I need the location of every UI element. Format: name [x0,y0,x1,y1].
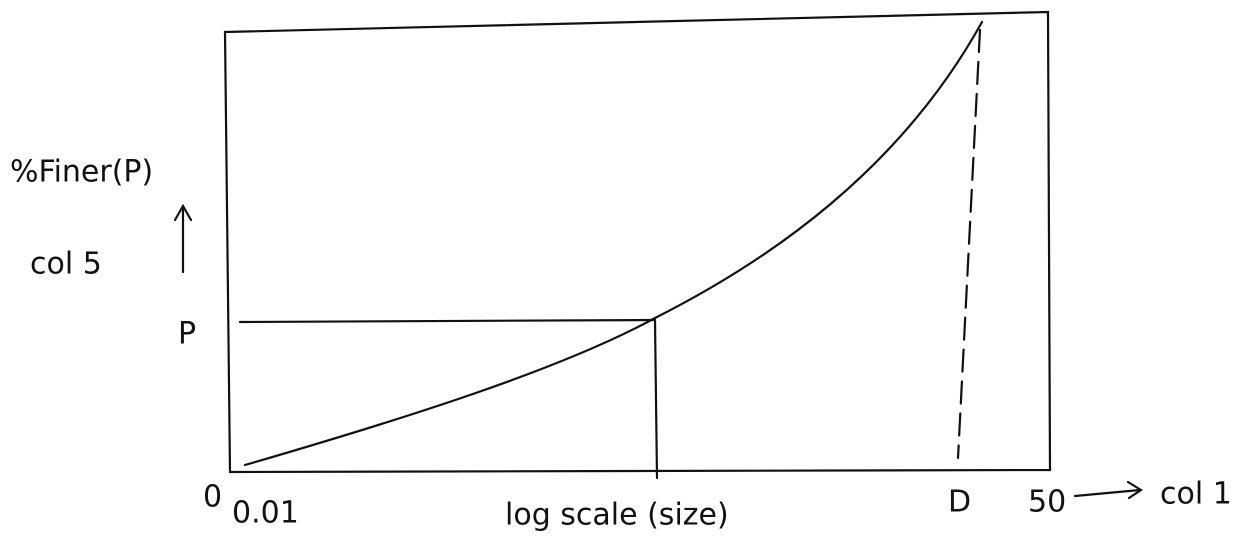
x-end-label: 50 [1028,485,1066,520]
d-guide-line [958,30,980,458]
origin-label: 0 [203,480,222,515]
d-label: D [948,485,971,520]
diagram: %Finer(P) col 5 P 0 0.01 log scale (size… [0,0,1245,538]
x-start-label: 0.01 [232,496,299,531]
p-guide-line [240,320,655,322]
y-column: col 5 [30,247,102,282]
plot-frame [225,12,1050,472]
x-title: log scale (size) [505,498,729,533]
x-column: col 1 [1160,477,1232,512]
size-guide-line [655,320,657,478]
grading-curve [245,22,982,465]
page: %Finer(P) col 5 P 0 0.01 log scale (size… [0,0,1245,538]
p-label: P [178,317,196,352]
x-arrow [1075,490,1140,496]
y-title: %Finer(P) [10,155,153,190]
